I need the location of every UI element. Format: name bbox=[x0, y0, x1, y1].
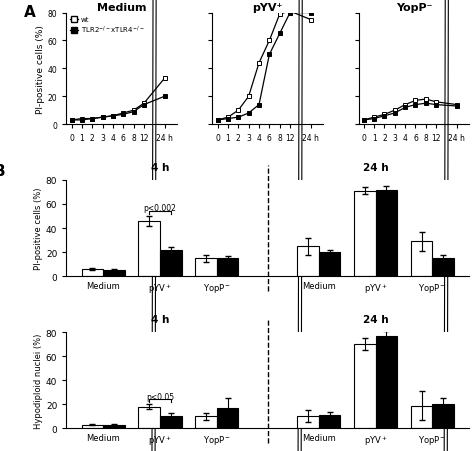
Title: Medium: Medium bbox=[97, 3, 146, 13]
Bar bbox=[411, 405, 432, 428]
Bar bbox=[319, 415, 340, 428]
Text: 24 h: 24 h bbox=[363, 315, 388, 325]
Y-axis label: PI-positive cells (%): PI-positive cells (%) bbox=[36, 25, 45, 114]
Bar bbox=[354, 344, 375, 428]
Bar bbox=[82, 269, 103, 276]
Bar bbox=[160, 416, 182, 428]
Bar bbox=[103, 271, 125, 276]
Bar bbox=[138, 407, 160, 428]
Bar bbox=[195, 258, 217, 276]
Bar bbox=[217, 258, 238, 276]
Bar bbox=[319, 253, 340, 276]
Text: B: B bbox=[0, 163, 6, 178]
Bar bbox=[375, 190, 397, 276]
Bar bbox=[103, 425, 125, 428]
Bar bbox=[297, 247, 319, 276]
Bar bbox=[297, 416, 319, 428]
Text: 4 h: 4 h bbox=[151, 315, 169, 325]
Title: YopP⁻: YopP⁻ bbox=[396, 3, 432, 13]
Bar bbox=[138, 221, 160, 276]
Text: 24 h: 24 h bbox=[363, 163, 388, 173]
Bar bbox=[217, 408, 238, 428]
Y-axis label: Hypodiploid nuclei (%): Hypodiploid nuclei (%) bbox=[34, 333, 43, 428]
Bar bbox=[82, 425, 103, 428]
Text: p<0.05: p<0.05 bbox=[146, 391, 174, 400]
Bar bbox=[195, 416, 217, 428]
Title: pYV⁺: pYV⁺ bbox=[253, 3, 283, 13]
Bar bbox=[354, 191, 375, 276]
Bar bbox=[411, 242, 432, 276]
Bar bbox=[375, 336, 397, 428]
Bar bbox=[432, 405, 454, 428]
Y-axis label: PI-positive cells (%): PI-positive cells (%) bbox=[34, 188, 43, 270]
Bar bbox=[160, 250, 182, 276]
Bar bbox=[432, 258, 454, 276]
Text: p<0.002: p<0.002 bbox=[144, 204, 176, 213]
Text: A: A bbox=[24, 5, 36, 19]
Text: 4 h: 4 h bbox=[151, 163, 169, 173]
Legend: wt, TLR2$^{-/-}$xTLR4$^{-/-}$: wt, TLR2$^{-/-}$xTLR4$^{-/-}$ bbox=[70, 17, 145, 37]
